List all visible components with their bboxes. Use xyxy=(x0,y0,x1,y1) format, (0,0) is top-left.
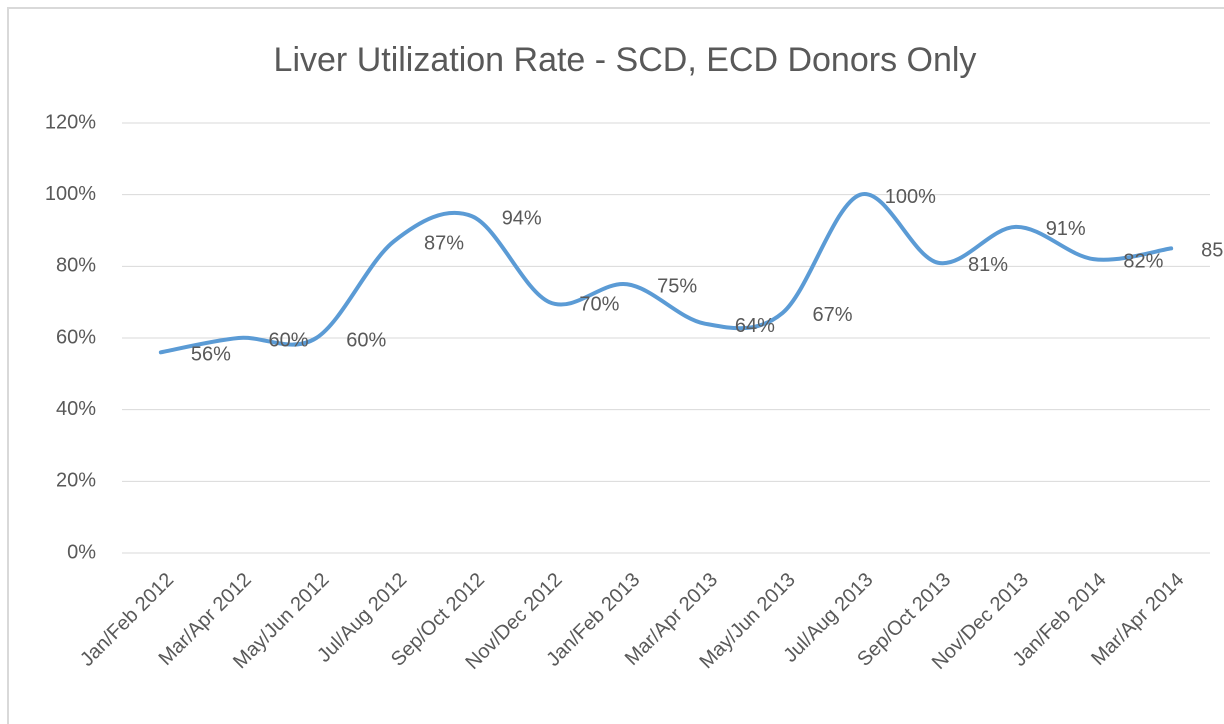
data-label: 91% xyxy=(1046,218,1086,240)
y-tick-label: 60% xyxy=(56,326,96,348)
data-label: 82% xyxy=(1123,250,1163,272)
data-label: 60% xyxy=(269,329,309,351)
data-label: 94% xyxy=(502,207,542,229)
y-tick-label: 40% xyxy=(56,398,96,420)
data-label: 67% xyxy=(813,304,853,326)
y-tick-label: 80% xyxy=(56,255,96,277)
data-label: 64% xyxy=(735,315,775,337)
y-tick-label: 120% xyxy=(45,111,96,133)
data-label: 60% xyxy=(346,329,386,351)
y-tick-label: 0% xyxy=(67,541,96,563)
line xyxy=(158,192,1174,355)
data-label: 81% xyxy=(968,254,1008,276)
chart-frame xyxy=(7,7,1224,724)
chart-title: Liver Utilization Rate - SCD, ECD Donors… xyxy=(274,41,977,79)
y-tick-label: 20% xyxy=(56,470,96,492)
data-label: 85% xyxy=(1201,240,1224,262)
data-label: 87% xyxy=(424,233,464,255)
y-tick-label: 100% xyxy=(45,183,96,205)
data-label: 56% xyxy=(191,344,231,366)
data-label: 70% xyxy=(579,293,619,315)
data-label: 75% xyxy=(657,276,697,298)
data-label: 100% xyxy=(885,186,936,208)
